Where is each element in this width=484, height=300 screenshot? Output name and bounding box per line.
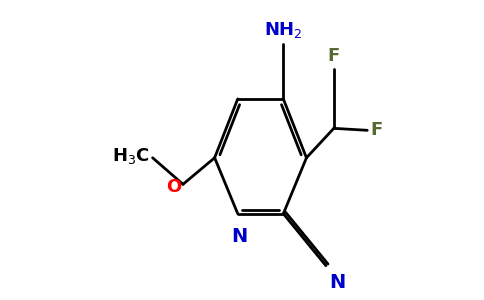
Text: N: N [231, 227, 247, 246]
Text: NH$_2$: NH$_2$ [264, 20, 302, 40]
Text: N: N [329, 273, 345, 292]
Text: F: F [328, 47, 340, 65]
Text: F: F [370, 121, 382, 139]
Text: H$_3$C: H$_3$C [112, 146, 150, 166]
Text: O: O [166, 178, 182, 196]
